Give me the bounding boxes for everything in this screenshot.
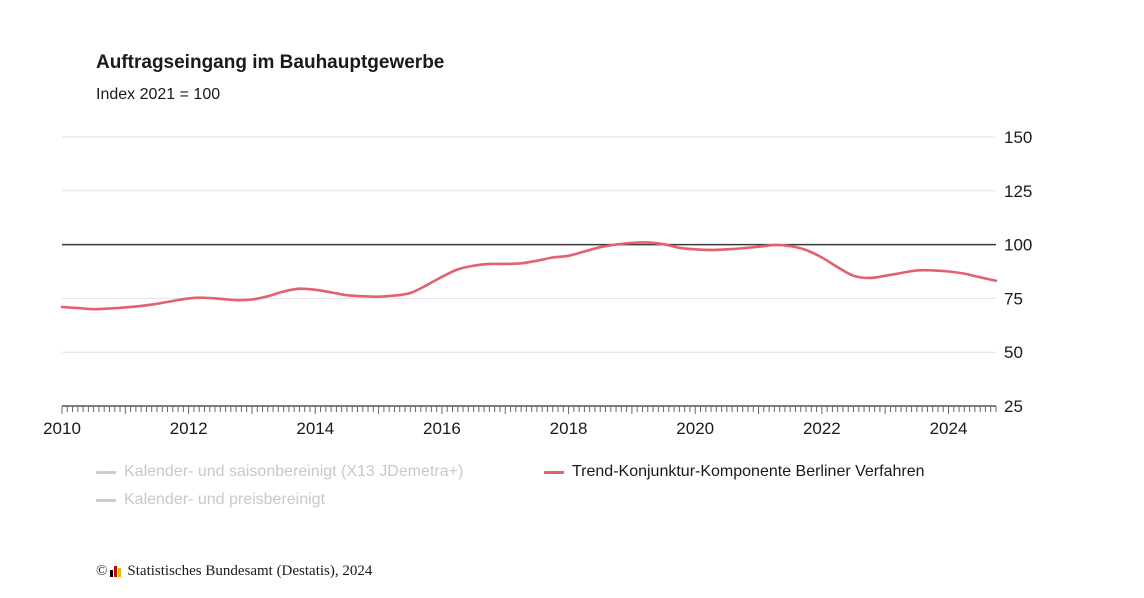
legend-item-seasonally-adjusted[interactable]: Kalender- und saisonbereinigt (X13 JDeme… — [96, 463, 463, 481]
x-tick-label: 2022 — [803, 419, 841, 438]
x-tick-label: 2014 — [296, 419, 334, 438]
x-tick-label: 2016 — [423, 419, 461, 438]
x-tick-label: 2012 — [170, 419, 208, 438]
y-tick-label: 50 — [1004, 343, 1023, 362]
source-footer: © Statistisches Bundesamt (Destatis), 20… — [96, 563, 372, 580]
chart-title: Auftragseingang im Bauhauptgewerbe — [96, 52, 445, 73]
y-tick-label: 75 — [1004, 289, 1023, 308]
x-tick-label: 2024 — [930, 419, 968, 438]
destatis-logo-icon — [110, 566, 122, 577]
x-axis — [61, 405, 997, 414]
y-tick-label: 125 — [1004, 182, 1032, 201]
source-text: Statistisches Bundesamt (Destatis), 2024 — [127, 563, 373, 579]
series-line-trend[interactable] — [60, 241, 998, 311]
legend-label: Kalender- und saisonbereinigt (X13 JDeme… — [124, 463, 464, 480]
copyright-icon: © — [96, 563, 108, 579]
y-tick-label: 150 — [1004, 128, 1032, 147]
x-tick-label: 2018 — [550, 419, 588, 438]
y-tick-label: 25 — [1004, 397, 1023, 416]
x-tick-label: 2020 — [676, 419, 714, 438]
chart-subtitle: Index 2021 = 100 — [96, 86, 221, 103]
legend-label: Kalender- und preisbereinigt — [124, 491, 326, 508]
legend-label: Trend-Konjunktur-Komponente Berliner Ver… — [572, 463, 925, 480]
series-lines — [60, 241, 998, 311]
y-tick-label: 100 — [1004, 236, 1032, 255]
legend-swatch — [544, 470, 564, 474]
y-axis-labels: 150 125 100 75 50 25 — [1004, 128, 1032, 416]
legend-swatch — [96, 470, 116, 474]
legend-item-trend-component[interactable]: Trend-Konjunktur-Komponente Berliner Ver… — [544, 463, 925, 481]
legend-swatch — [96, 498, 116, 502]
x-axis-labels: 2010 2012 2014 2016 2018 2020 2022 2024 — [43, 419, 967, 438]
legend-item-price-adjusted[interactable]: Kalender- und preisbereinigt — [96, 491, 325, 509]
x-tick-label: 2010 — [43, 419, 81, 438]
